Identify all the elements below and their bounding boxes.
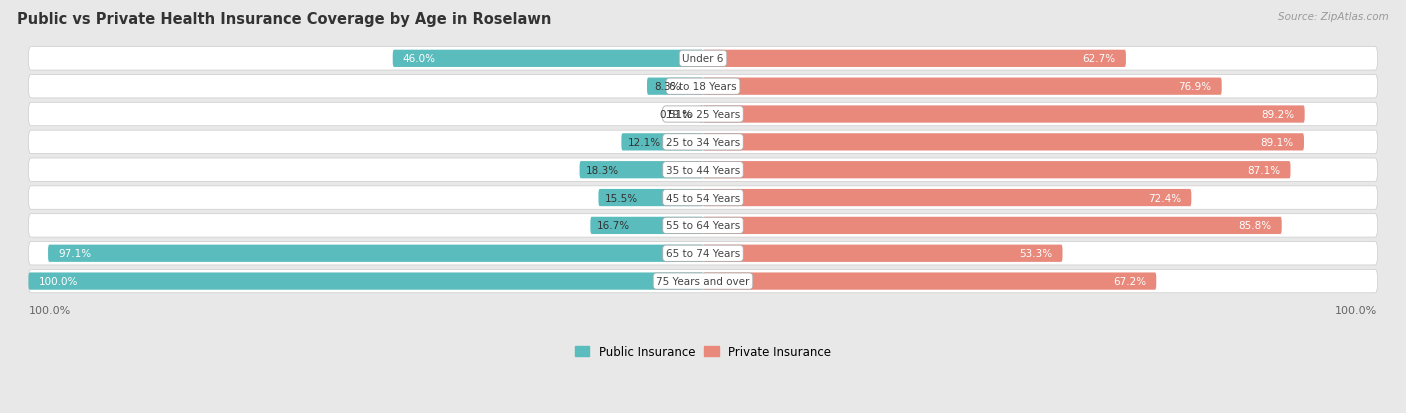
Text: 16.7%: 16.7% [598, 221, 630, 231]
Text: 25 to 34 Years: 25 to 34 Years [666, 138, 740, 147]
FancyBboxPatch shape [28, 159, 1378, 182]
Text: 100.0%: 100.0% [1336, 305, 1378, 315]
Text: 12.1%: 12.1% [628, 138, 661, 147]
Text: 35 to 44 Years: 35 to 44 Years [666, 165, 740, 175]
Legend: Public Insurance, Private Insurance: Public Insurance, Private Insurance [571, 340, 835, 363]
FancyBboxPatch shape [28, 214, 1378, 237]
Text: 85.8%: 85.8% [1239, 221, 1271, 231]
Text: 0.51%: 0.51% [659, 110, 693, 120]
Text: Source: ZipAtlas.com: Source: ZipAtlas.com [1278, 12, 1389, 22]
FancyBboxPatch shape [621, 134, 703, 151]
FancyBboxPatch shape [28, 75, 1378, 99]
Text: 18.3%: 18.3% [586, 165, 620, 175]
FancyBboxPatch shape [28, 186, 1378, 210]
Text: 76.9%: 76.9% [1178, 82, 1212, 92]
FancyBboxPatch shape [28, 270, 1378, 293]
FancyBboxPatch shape [28, 242, 1378, 265]
FancyBboxPatch shape [591, 217, 703, 235]
FancyBboxPatch shape [703, 161, 1291, 179]
Text: 89.2%: 89.2% [1261, 110, 1295, 120]
FancyBboxPatch shape [28, 131, 1378, 154]
Text: 100.0%: 100.0% [28, 305, 70, 315]
Text: 67.2%: 67.2% [1114, 276, 1146, 286]
FancyBboxPatch shape [703, 190, 1191, 206]
Text: 87.1%: 87.1% [1247, 165, 1281, 175]
Text: 62.7%: 62.7% [1083, 54, 1116, 64]
FancyBboxPatch shape [700, 106, 703, 123]
Text: Public vs Private Health Insurance Coverage by Age in Roselawn: Public vs Private Health Insurance Cover… [17, 12, 551, 27]
Text: 100.0%: 100.0% [38, 276, 77, 286]
FancyBboxPatch shape [703, 106, 1305, 123]
FancyBboxPatch shape [703, 273, 1156, 290]
Text: 45 to 54 Years: 45 to 54 Years [666, 193, 740, 203]
Text: 65 to 74 Years: 65 to 74 Years [666, 249, 740, 259]
Text: 6 to 18 Years: 6 to 18 Years [669, 82, 737, 92]
Text: 15.5%: 15.5% [605, 193, 638, 203]
Text: 19 to 25 Years: 19 to 25 Years [666, 110, 740, 120]
FancyBboxPatch shape [599, 190, 703, 206]
FancyBboxPatch shape [28, 47, 1378, 71]
FancyBboxPatch shape [703, 50, 1126, 68]
FancyBboxPatch shape [28, 103, 1378, 126]
Text: 89.1%: 89.1% [1261, 138, 1294, 147]
Text: 46.0%: 46.0% [404, 54, 436, 64]
FancyBboxPatch shape [703, 217, 1282, 235]
FancyBboxPatch shape [28, 273, 703, 290]
Text: 97.1%: 97.1% [58, 249, 91, 259]
FancyBboxPatch shape [703, 134, 1303, 151]
Text: 8.3%: 8.3% [654, 82, 681, 92]
FancyBboxPatch shape [392, 50, 703, 68]
Text: 53.3%: 53.3% [1019, 249, 1053, 259]
FancyBboxPatch shape [703, 245, 1063, 262]
FancyBboxPatch shape [703, 78, 1222, 95]
Text: 75 Years and over: 75 Years and over [657, 276, 749, 286]
Text: Under 6: Under 6 [682, 54, 724, 64]
Text: 72.4%: 72.4% [1149, 193, 1181, 203]
FancyBboxPatch shape [48, 245, 703, 262]
FancyBboxPatch shape [579, 161, 703, 179]
Text: 55 to 64 Years: 55 to 64 Years [666, 221, 740, 231]
FancyBboxPatch shape [647, 78, 703, 95]
